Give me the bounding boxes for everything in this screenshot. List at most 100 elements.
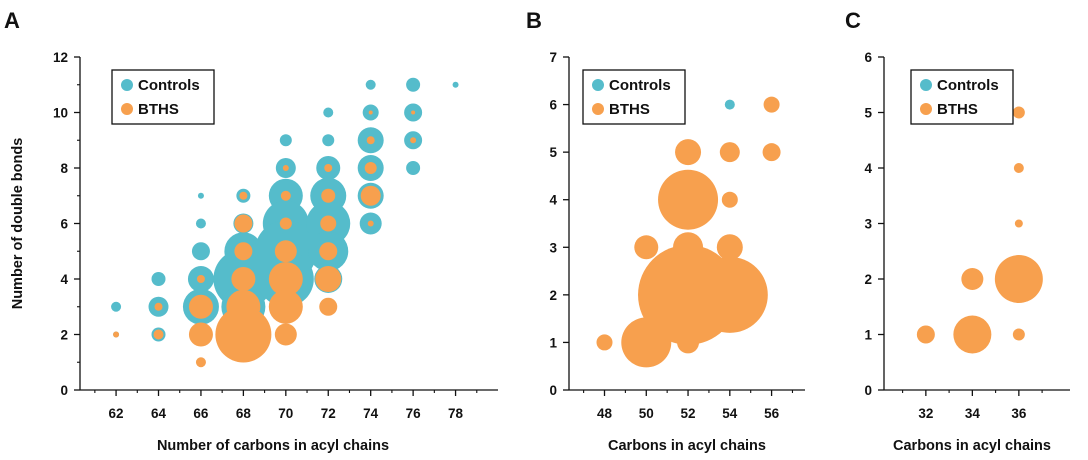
bths-bubble — [1014, 219, 1023, 228]
bths-bubble — [994, 255, 1043, 303]
controls-bubble — [151, 272, 166, 286]
bths-bubble — [282, 165, 289, 171]
bths-bubble — [360, 185, 381, 206]
bths-bubble — [411, 110, 416, 115]
x-tick-label: 68 — [236, 406, 252, 421]
controls-bubble — [279, 134, 292, 147]
y-tick-label: 4 — [864, 161, 872, 176]
bths-bubble — [153, 329, 164, 340]
bths-bubble — [215, 306, 272, 363]
bths-bubble — [319, 242, 338, 261]
y-tick-label: 8 — [60, 161, 68, 176]
bths-bubble — [366, 136, 375, 145]
x-tick-label: 36 — [1011, 406, 1027, 421]
bths-bubble — [315, 266, 342, 292]
x-tick-label: 72 — [321, 406, 336, 421]
bths-bubble — [634, 235, 659, 260]
controls-bubble — [111, 301, 122, 312]
y-tick-label: 0 — [60, 383, 68, 398]
x-tick-label: 76 — [406, 406, 422, 421]
bths-bubble — [677, 331, 700, 354]
y-axis-title: Number of double bonds — [10, 138, 26, 310]
legend-controls-marker — [592, 79, 604, 91]
legend-box — [910, 69, 1014, 125]
legend-bths-marker — [592, 103, 604, 115]
x-axis-title: Carbons in acyl chains — [893, 438, 1051, 454]
x-tick-label: 64 — [151, 406, 167, 421]
bths-bubble — [1012, 106, 1025, 119]
bths-bubble — [596, 334, 613, 351]
bths-bubble — [321, 188, 336, 203]
bths-bubble — [274, 240, 297, 263]
x-tick-label: 50 — [639, 406, 654, 421]
bths-bubble — [916, 325, 935, 344]
bths-bubble — [953, 315, 992, 354]
bths-bubble — [113, 331, 120, 338]
controls-bubble — [197, 192, 204, 199]
y-tick-label: 6 — [60, 217, 68, 232]
bths-bubble — [961, 268, 984, 290]
chart-legend: Controls BTHS — [910, 69, 1014, 125]
legend-controls-marker — [920, 79, 932, 91]
panel-letter-c: C — [845, 8, 861, 33]
bths-bubble — [367, 220, 374, 227]
legend-box — [111, 69, 215, 125]
y-tick-label: 5 — [864, 106, 872, 121]
controls-bubble — [452, 81, 459, 88]
chart-legend: Controls BTHS — [582, 69, 686, 125]
x-axis-title: Carbons in acyl chains — [608, 438, 766, 454]
bths-bubble — [658, 169, 719, 230]
controls-bubble — [724, 99, 735, 110]
bths-bubble — [188, 322, 213, 347]
legend-bths-marker — [121, 103, 133, 115]
x-tick-label: 34 — [965, 406, 981, 421]
legend-box — [582, 69, 686, 125]
y-tick-label: 3 — [864, 217, 872, 232]
legend-entry-label: BTHS — [937, 101, 978, 118]
y-tick-label: 1 — [864, 328, 872, 343]
bths-bubble — [154, 302, 163, 311]
legend-entry-label: Controls — [609, 77, 671, 94]
legend-entry-label: BTHS — [609, 101, 650, 118]
bths-bubble — [274, 323, 297, 346]
y-tick-label: 12 — [53, 50, 68, 65]
controls-bubble — [191, 242, 210, 261]
y-tick-label: 2 — [864, 272, 872, 287]
bths-bubble — [675, 139, 702, 166]
x-tick-label: 48 — [597, 406, 613, 421]
y-tick-label: 2 — [549, 288, 557, 303]
x-tick-label: 66 — [193, 406, 209, 421]
bths-bubble — [410, 137, 417, 144]
y-tick-label: 5 — [549, 145, 557, 160]
x-tick-label: 74 — [363, 406, 379, 421]
legend-entry-label: Controls — [138, 77, 200, 94]
controls-bubble — [406, 77, 421, 92]
bths-bubble — [234, 242, 253, 261]
y-tick-label: 6 — [864, 50, 872, 65]
controls-bubble — [323, 107, 334, 118]
controls-bubble — [406, 161, 421, 175]
bths-bubble — [268, 289, 303, 324]
y-tick-label: 1 — [549, 335, 557, 350]
bths-bubble — [762, 143, 781, 162]
bths-bubble — [188, 294, 213, 319]
bths-bubble — [324, 164, 333, 172]
controls-bubble — [195, 218, 206, 229]
legend-entry-label: BTHS — [138, 101, 179, 118]
bths-bubble — [268, 262, 303, 296]
bths-bubble — [320, 215, 337, 232]
legend-controls-marker — [121, 79, 133, 91]
x-tick-label: 78 — [448, 406, 464, 421]
bths-bubble — [1012, 328, 1025, 341]
bths-bubble — [319, 297, 338, 316]
x-tick-label: 54 — [722, 406, 738, 421]
panel-letter-b: B — [526, 8, 542, 33]
y-tick-label: 3 — [549, 240, 557, 255]
panel-letter-a: A — [4, 8, 20, 33]
y-tick-label: 0 — [549, 383, 557, 398]
x-tick-label: 62 — [109, 406, 124, 421]
legend-bths-marker — [920, 103, 932, 115]
